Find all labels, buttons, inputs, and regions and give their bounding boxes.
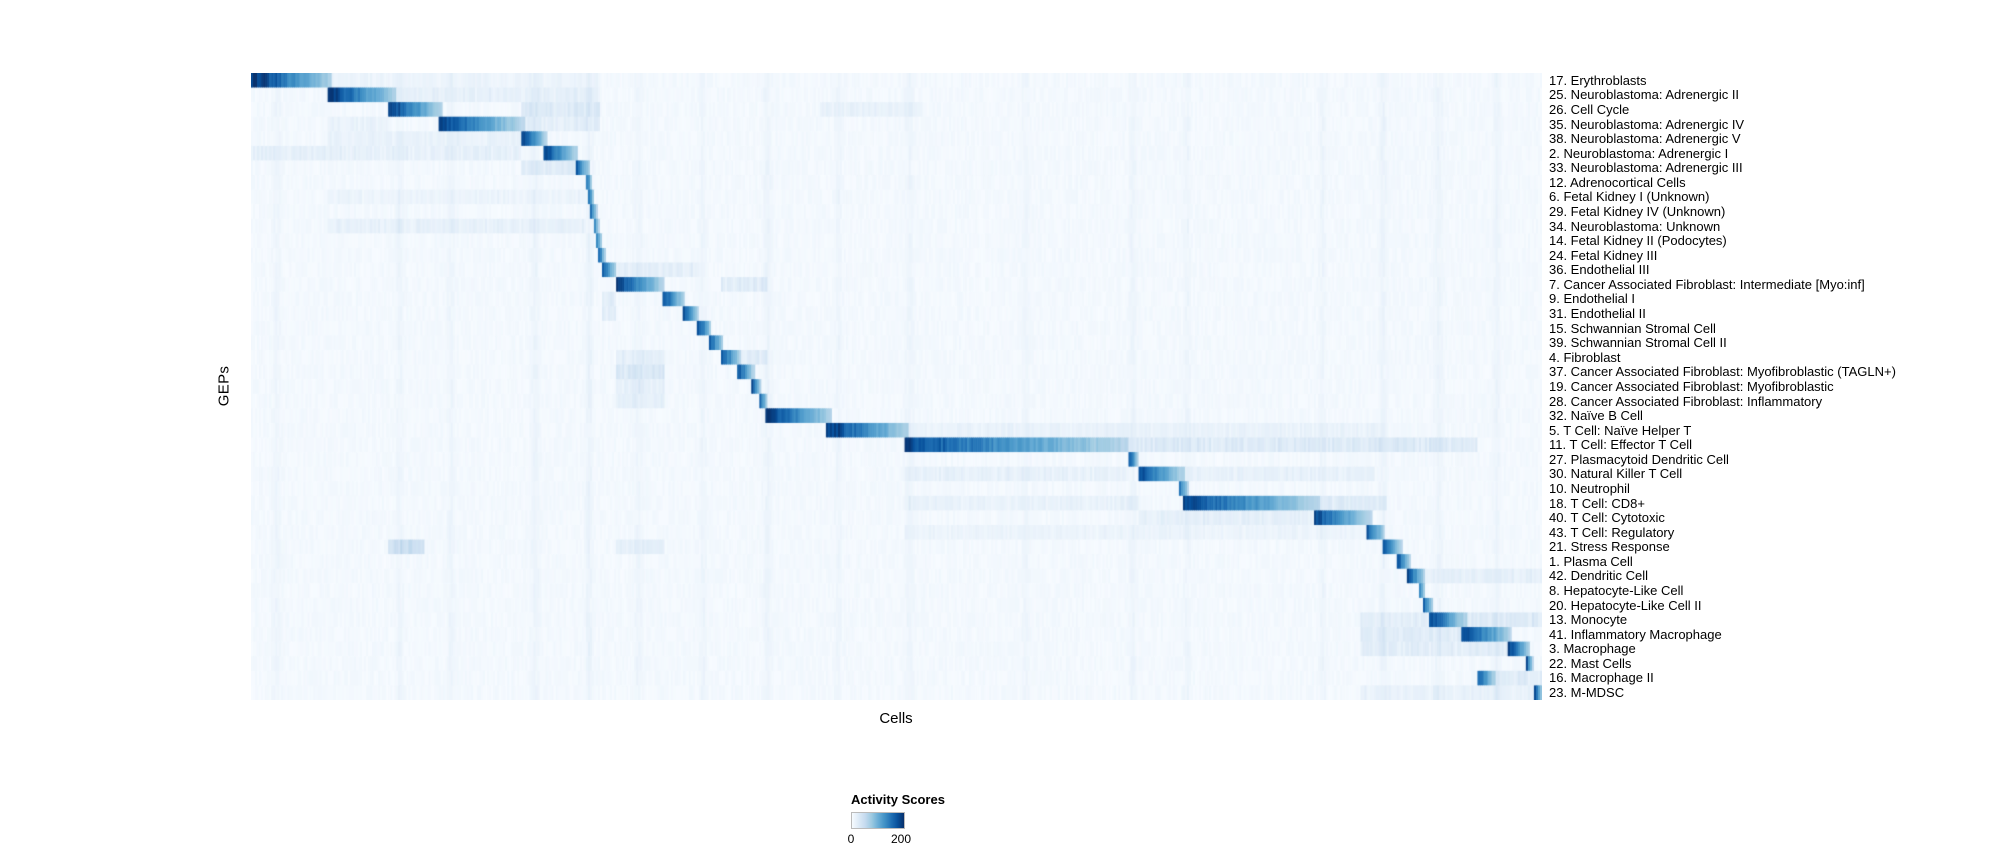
- gep-row-label: 9. Endothelial I: [1549, 291, 1636, 307]
- gep-row-label: 4. Fibroblast: [1549, 349, 1621, 365]
- gep-row-label: 19. Cancer Associated Fibroblast: Myofib…: [1549, 378, 1834, 394]
- row-labels: 17. Erythroblasts 25. Neuroblastoma: Adre…: [1549, 73, 1999, 700]
- gep-row-label: 39. Schwannian Stromal Cell II: [1549, 335, 1727, 351]
- gep-row-label: 12. Adrenocortical Cells: [1549, 174, 1686, 190]
- gep-row-label: 2. Neuroblastoma: Adrenergic I: [1549, 145, 1729, 161]
- gep-row-label: 16. Macrophage II: [1549, 670, 1654, 686]
- legend-ticks: 0 200: [847, 832, 911, 846]
- legend-min-label: 0: [847, 832, 855, 846]
- gep-row-label: 3. Macrophage: [1549, 641, 1636, 657]
- gep-row-label: 26. Cell Cycle: [1549, 101, 1630, 117]
- gep-row-label: 15. Schwannian Stromal Cell: [1549, 320, 1716, 336]
- gep-row-label: 14. Fetal Kidney II (Podocytes): [1549, 233, 1727, 249]
- gep-row-label: 25. Neuroblastoma: Adrenergic II: [1549, 87, 1740, 103]
- gep-row-label: 1. Plasma Cell: [1549, 553, 1633, 569]
- y-axis-label: GEPs: [215, 365, 233, 407]
- gep-row-label: 29. Fetal Kidney IV (Unknown): [1549, 203, 1726, 219]
- gep-row-label: 18. T Cell: CD8+: [1549, 495, 1645, 511]
- legend-gradient: [851, 812, 905, 829]
- x-axis-label: Cells: [879, 710, 913, 727]
- legend: Activity Scores 0 200: [847, 792, 945, 846]
- gep-row-label: 23. M-MDSC: [1549, 685, 1625, 701]
- gep-row-label: 42. Dendritic Cell: [1549, 568, 1648, 584]
- gep-row-label: 10. Neutrophil: [1549, 480, 1630, 496]
- gep-row-label: 24. Fetal Kidney III: [1549, 247, 1658, 263]
- gep-row-label: 30. Natural Killer T Cell: [1549, 466, 1683, 482]
- gep-row-label: 6. Fetal Kidney I (Unknown): [1549, 189, 1710, 205]
- gep-row-label: 38. Neuroblastoma: Adrenergic V: [1549, 131, 1741, 147]
- gep-row-label: 21. Stress Response: [1549, 539, 1670, 555]
- gep-row-label: 35. Neuroblastoma: Adrenergic IV: [1549, 116, 1745, 132]
- heatmap-canvas: [251, 73, 1542, 700]
- gep-row-label: 17. Erythroblasts: [1549, 72, 1647, 88]
- legend-max-label: 200: [890, 832, 912, 846]
- gep-row-label: 41. Inflammatory Macrophage: [1549, 626, 1722, 642]
- gep-row-label: 11. T Cell: Effector T Cell: [1549, 437, 1693, 453]
- gep-row-label: 34. Neuroblastoma: Unknown: [1549, 218, 1721, 234]
- gep-row-label: 22. Mast Cells: [1549, 655, 1632, 671]
- gep-row-label: 32. Naïve B Cell: [1549, 408, 1643, 424]
- gep-row-label: 33. Neuroblastoma: Adrenergic III: [1549, 160, 1743, 176]
- gep-row-label: 31. Endothelial II: [1549, 306, 1646, 322]
- gep-row-label: 5. T Cell: Naïve Helper T: [1549, 422, 1692, 438]
- legend-title: Activity Scores: [851, 792, 945, 807]
- gep-row-label: 36. Endothelial III: [1549, 262, 1650, 278]
- gep-row-label: 7. Cancer Associated Fibroblast: Interme…: [1549, 276, 1865, 292]
- gep-row-label: 43. T Cell: Regulatory: [1549, 524, 1675, 540]
- gep-row-label: 28. Cancer Associated Fibroblast: Inflam…: [1549, 393, 1823, 409]
- gep-row-label: 13. Monocyte: [1549, 612, 1628, 628]
- gep-row-label: 37. Cancer Associated Fibroblast: Myofib…: [1549, 364, 1896, 380]
- gep-row-label: 8. Hepatocyte-Like Cell: [1549, 583, 1684, 599]
- gep-row-label: 40. T Cell: Cytotoxic: [1549, 510, 1665, 526]
- gep-row-label: 20. Hepatocyte-Like Cell II: [1549, 597, 1702, 613]
- gep-row-label: 27. Plasmacytoid Dendritic Cell: [1549, 451, 1729, 467]
